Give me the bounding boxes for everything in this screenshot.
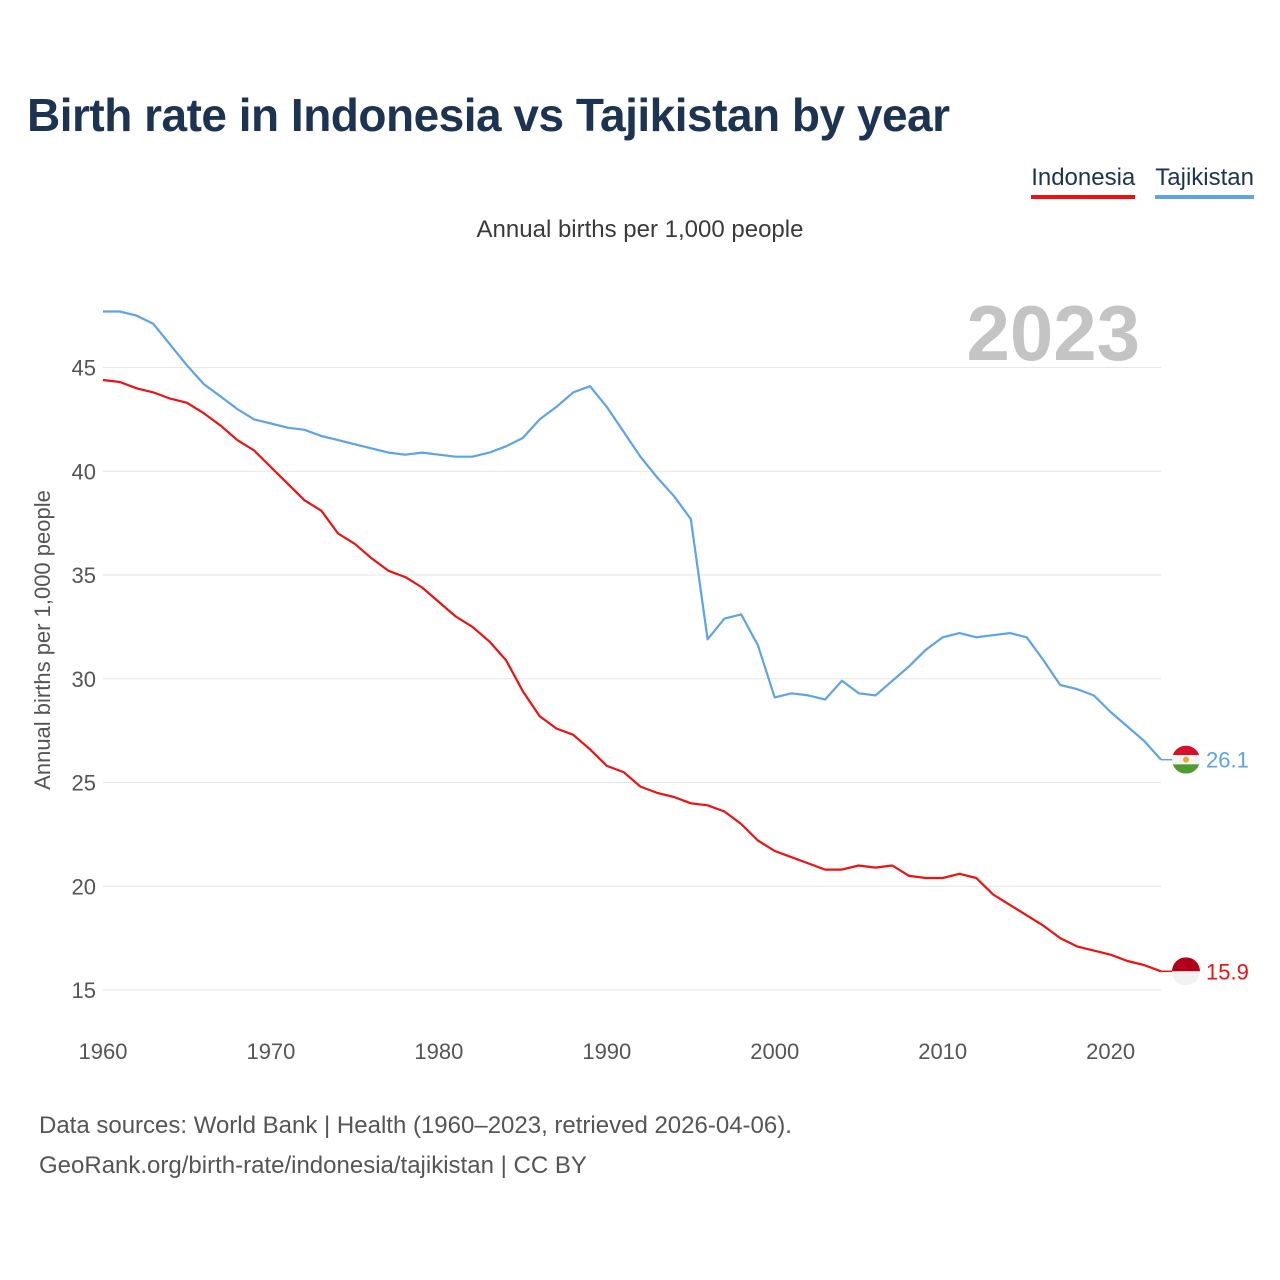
source-line-2[interactable]: GeoRank.org/birth-rate/indonesia/tajikis… — [39, 1152, 587, 1179]
y-tick-label-40: 40 — [72, 459, 96, 484]
tajikistan-flag-icon — [1172, 745, 1200, 774]
y-tick-label-25: 25 — [72, 771, 96, 796]
source-note: Data sources: World Bank | Health (1960–… — [39, 1106, 792, 1186]
y-axis-label: Annual births per 1,000 people — [30, 490, 55, 790]
x-tick-label-1990: 1990 — [582, 1039, 631, 1064]
source-line-1: Data sources: World Bank | Health (1960–… — [39, 1112, 792, 1139]
y-tick-label-45: 45 — [72, 356, 96, 381]
x-tick-label-2020: 2020 — [1086, 1039, 1135, 1064]
legend: Indonesia Tajikistan — [1031, 164, 1254, 199]
indonesia-flag-icon — [1172, 957, 1200, 986]
x-tick-label-2010: 2010 — [918, 1039, 967, 1064]
y-tick-label-15: 15 — [72, 978, 96, 1003]
chart-subtitle: Annual births per 1,000 people — [476, 216, 804, 243]
series-line-indonesia — [102, 378, 1162, 973]
y-tick-label-20: 20 — [72, 874, 96, 899]
page-title: Birth rate in Indonesia vs Tajikistan by… — [27, 89, 950, 141]
y-tick-label-30: 30 — [72, 667, 96, 692]
x-tick-label-2000: 2000 — [750, 1039, 799, 1064]
x-tick-label-1960: 1960 — [79, 1039, 128, 1064]
end-value-label-indonesia: 15.9 — [1206, 959, 1249, 984]
legend-item-indonesia[interactable]: Indonesia — [1031, 164, 1136, 199]
year-watermark: 2023 — [966, 289, 1140, 377]
end-value-label-tajikistan: 26.1 — [1206, 748, 1249, 773]
series-line-tajikistan — [103, 310, 1162, 761]
y-tick-label-35: 35 — [72, 563, 96, 588]
x-tick-label-1970: 1970 — [246, 1039, 295, 1064]
x-tick-label-1980: 1980 — [414, 1039, 463, 1064]
legend-item-tajikistan[interactable]: Tajikistan — [1155, 164, 1254, 199]
